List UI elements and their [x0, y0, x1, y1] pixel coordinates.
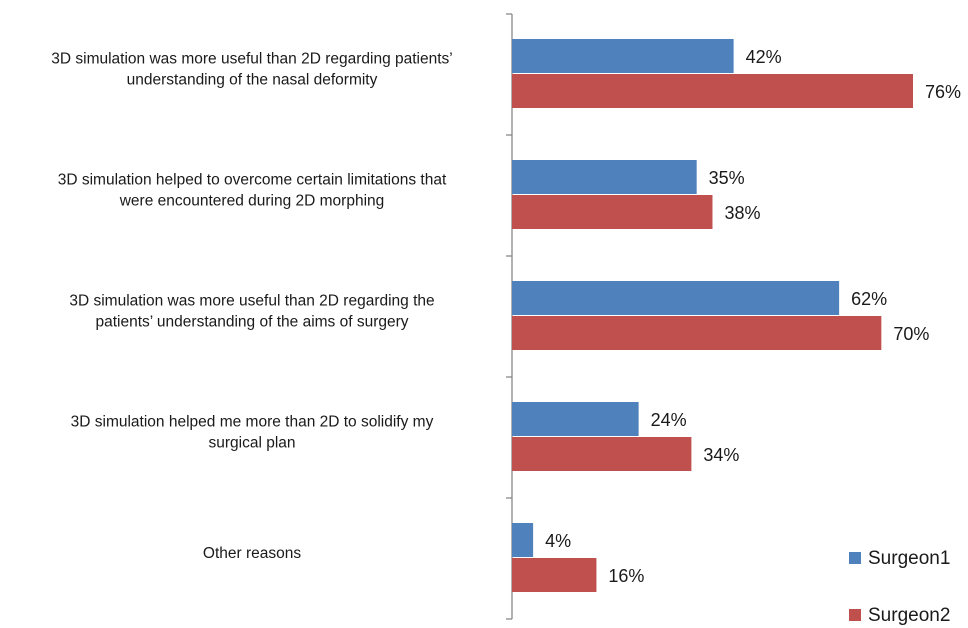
- data-label: 38%: [725, 203, 761, 223]
- labels-layer: 42% 76% 3D simulation was more useful than…: [51, 47, 961, 586]
- surgeon1-bar: [512, 281, 840, 315]
- surgeon2-bar: [512, 437, 692, 471]
- surgeon2-bar: [512, 195, 713, 229]
- surgeon1-bar: [512, 39, 734, 73]
- data-label: 16%: [608, 566, 644, 586]
- surgeon1-bar: [512, 523, 534, 557]
- data-label: 34%: [703, 445, 739, 465]
- category-label-line: Other reasons: [203, 545, 301, 562]
- surgeon1-bar: [512, 160, 697, 194]
- category-label-line: 3D simulation helped to overcome certain…: [58, 172, 447, 189]
- category-label: 3D simulation helped to overcome certain…: [58, 172, 447, 210]
- data-label: 24%: [651, 410, 687, 430]
- surgeon1-bar: [512, 402, 639, 436]
- data-label: 76%: [925, 82, 961, 102]
- category-label: Other reasons: [203, 545, 301, 562]
- bars-layer: [512, 39, 913, 592]
- category-label-line: 3D simulation helped me more than 2D to …: [71, 414, 434, 431]
- axis-layer: [506, 13, 513, 620]
- category-label-line: 3D simulation was more useful than 2D re…: [69, 293, 434, 310]
- data-label: 4%: [545, 531, 571, 551]
- category-label: 3D simulation helped me more than 2D to …: [71, 414, 434, 452]
- category-label-line: were encountered during 2D morphing: [119, 193, 385, 210]
- category-label-line: surgical plan: [208, 435, 295, 452]
- data-label: 42%: [746, 47, 782, 67]
- category-label: 3D simulation was more useful than 2D re…: [69, 293, 434, 331]
- legend-label-surgeon1: Surgeon1: [868, 548, 950, 569]
- category-label-line: patients’ understanding of the aims of s…: [95, 314, 408, 331]
- data-label: 35%: [709, 168, 745, 188]
- category-label: 3D simulation was more useful than 2D re…: [51, 51, 453, 89]
- category-label-line: 3D simulation was more useful than 2D re…: [51, 51, 453, 68]
- surgeon2-bar: [512, 316, 882, 350]
- legend-swatch-surgeon2: [849, 609, 861, 621]
- legend-swatch-surgeon1: [849, 552, 861, 564]
- legend: Surgeon1 Surgeon2: [849, 548, 950, 626]
- legend-label-surgeon2: Surgeon2: [868, 605, 950, 626]
- surgeon2-bar: [512, 558, 597, 592]
- category-label-line: understanding of the nasal deformity: [127, 72, 378, 89]
- surgeon2-bar: [512, 74, 913, 108]
- data-label: 70%: [893, 324, 929, 344]
- data-label: 62%: [851, 289, 887, 309]
